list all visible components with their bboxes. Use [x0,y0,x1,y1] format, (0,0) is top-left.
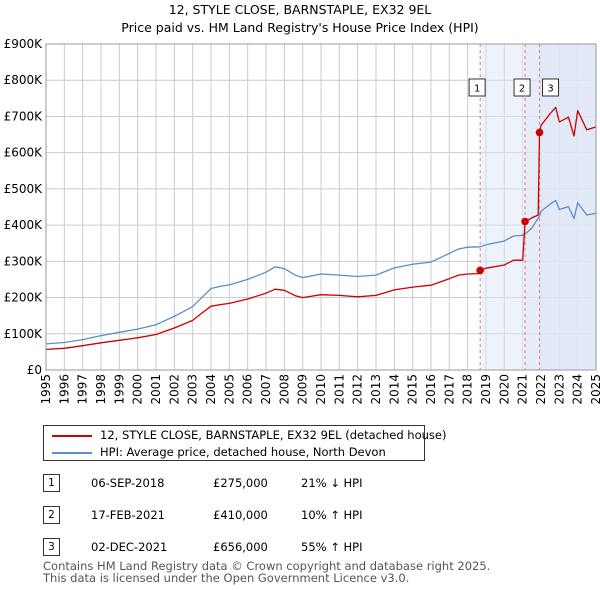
legend-label-property: 12, STYLE CLOSE, BARNSTAPLE, EX32 9EL (d… [100,428,447,442]
x-tick-label: 2005 [222,374,236,405]
sale-row: 3 02-DEC-2021 £656,000 55% ↑ HPI [43,538,443,556]
x-tick-label: 1997 [76,374,90,405]
sale-label-box [542,78,560,97]
sale-number-badge: 2 [43,506,60,524]
x-tick-label: 1995 [39,374,53,405]
x-tick-label: 2010 [314,374,328,405]
y-tick-label: £700K [4,109,44,123]
legend-swatch-hpi [52,452,92,454]
footer-licence: This data is licensed under the Open Gov… [43,571,410,585]
sale-point [535,128,544,137]
sale-row: 2 17-FEB-2021 £410,000 10% ↑ HPI [43,506,443,524]
sale-number-badge: 1 [43,474,60,492]
x-tick-label: 2023 [552,374,566,405]
sale-label-box [468,78,486,97]
sale-label-text: 1 [474,84,480,95]
sale-row: 1 06-SEP-2018 £275,000 21% ↓ HPI [43,474,443,492]
sale-date: 02-DEC-2021 [91,540,168,554]
sale-hpi-change: 55% ↑ HPI [301,540,363,554]
x-tick-label: 2007 [259,374,273,405]
sale-price: £275,000 [213,476,268,490]
x-tick-label: 2025 [589,374,600,405]
sale-price: £656,000 [213,540,268,554]
x-tick-label: 2008 [277,374,291,405]
legend-swatch-property [52,435,92,437]
y-tick-label: £200K [4,291,44,305]
x-tick-label: 2015 [406,374,420,405]
y-tick-label: £500K [4,182,44,196]
sale-bands [479,44,596,370]
property-series-line [45,106,597,351]
x-tick-label: 2011 [332,374,346,405]
x-tick-label: 2001 [149,374,163,405]
x-tick-label: 2012 [351,374,365,405]
x-tick-label: 2024 [571,374,585,405]
y-tick-label: £600K [4,146,44,160]
price-chart: 1 2 3 £0 £100K £200K £300K £400K £500K £600K £700… [4,37,600,405]
legend: 12, STYLE CLOSE, BARNSTAPLE, EX32 9EL (d… [43,425,446,461]
chart-subtitle: Price paid vs. HM Land Registry's House … [121,20,479,35]
x-tick-label: 2017 [442,374,456,405]
x-tick-label: 2000 [131,374,145,405]
sale-point [521,217,529,226]
sale-number-badge: 3 [43,538,60,556]
y-tick-label: £100K [4,327,44,341]
y-tick-label: £300K [4,254,44,268]
y-tick-label: £800K [4,73,44,87]
hpi-series-line [45,199,597,345]
x-tick-label: 2016 [424,374,438,405]
x-tick-label: 1999 [112,374,126,405]
sale-label-text: 3 [547,84,553,95]
x-tick-label: 2002 [167,374,181,405]
x-tick-label: 2022 [534,374,548,405]
x-tick-label: 2018 [461,374,475,405]
chart-title: 12, STYLE CLOSE, BARNSTAPLE, EX32 9EL [168,2,432,17]
x-tick-label: 1996 [57,374,71,405]
x-tick-label: 2013 [369,374,383,405]
series-layer [45,106,597,351]
x-tick-label: 2009 [296,374,310,405]
x-tick-label: 2003 [186,374,200,405]
y-tick-label: £400K [4,218,44,232]
x-tick-label: 2006 [241,374,255,405]
sale-date: 06-SEP-2018 [91,476,165,490]
x-tick-label: 2014 [387,374,401,405]
y-tick-label: £0 [27,363,42,377]
x-tick-label: 1998 [94,374,108,405]
y-axis-ticks: £0 £100K £200K £300K £400K £500K £600K £700K £80… [4,37,44,377]
footer: Contains HM Land Registry data © Crown c… [43,560,490,584]
x-axis-ticks: 1995 1996 1997 1998 1999 2000 2001 2002 2003 2004… [39,374,600,405]
x-tick-label: 2021 [516,374,530,405]
plot-frame [45,43,597,371]
sale-point [476,266,484,275]
sale-label-box [513,78,531,97]
sale-markers: 1 2 3 [468,78,560,275]
sale-date: 17-FEB-2021 [91,508,165,522]
x-tick-label: 2020 [497,374,511,405]
x-tick-label: 2004 [204,374,218,405]
x-tick-label: 2019 [479,374,493,405]
sale-hpi-change: 10% ↑ HPI [301,508,363,522]
sale-label-text: 2 [519,84,525,95]
legend-label-hpi: HPI: Average price, detached house, Nort… [100,445,386,459]
footer-copyright: Contains HM Land Registry data © Crown c… [43,559,491,573]
sale-hpi-change: 21% ↓ HPI [301,476,363,490]
y-tick-label: £900K [4,37,44,51]
sale-price: £410,000 [213,508,268,522]
